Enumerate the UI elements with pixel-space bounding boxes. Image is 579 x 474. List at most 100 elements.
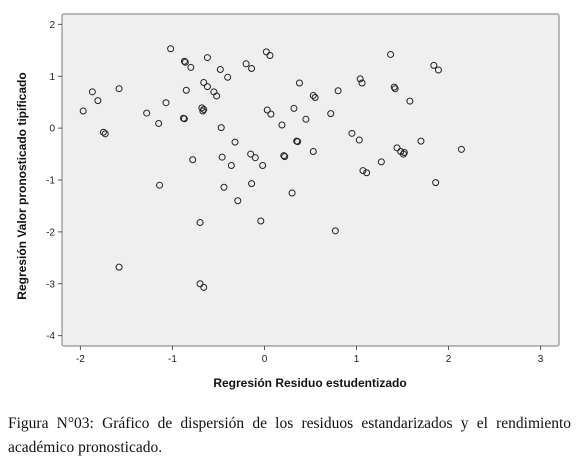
- data-point: [259, 161, 267, 169]
- data-point: [309, 147, 317, 155]
- data-point: [417, 137, 425, 145]
- data-point: [180, 57, 188, 65]
- x-tick-label: 1: [354, 354, 360, 365]
- data-point: [262, 48, 270, 56]
- data-point: [94, 97, 102, 105]
- data-point: [400, 149, 408, 157]
- y-tick-label: -3: [46, 279, 55, 290]
- x-tick-label: 3: [538, 354, 544, 365]
- data-point: [227, 161, 235, 169]
- data-point: [189, 156, 197, 164]
- data-point: [181, 58, 189, 66]
- data-point: [217, 124, 225, 132]
- data-point: [399, 150, 407, 158]
- data-point: [266, 52, 274, 59]
- data-point: [196, 219, 204, 227]
- data-point: [294, 138, 302, 146]
- data-point: [156, 181, 164, 189]
- data-point: [218, 153, 226, 161]
- data-point: [180, 115, 188, 123]
- y-tick-label: -4: [46, 331, 55, 342]
- data-point: [432, 179, 440, 187]
- data-point: [288, 189, 296, 197]
- data-point: [162, 99, 170, 107]
- data-point: [155, 119, 163, 127]
- data-point: [280, 152, 288, 160]
- data-point: [348, 129, 356, 137]
- data-point: [115, 85, 123, 93]
- data-point: [203, 54, 211, 62]
- data-point: [200, 283, 208, 291]
- data-point: [393, 144, 401, 152]
- data-point: [242, 60, 250, 68]
- scatter-chart: -4 -3 -2 -1 0 1 2 -2 -1 0 1 2 3 Regresión Residuo e…: [15, 13, 560, 390]
- data-point: [309, 91, 317, 99]
- data-point: [251, 154, 259, 162]
- data-point: [430, 61, 438, 69]
- data-point: [302, 115, 310, 123]
- data-point: [213, 92, 221, 100]
- data-point: [257, 217, 265, 225]
- data-point: [216, 66, 224, 74]
- y-tick-label: 0: [49, 124, 55, 135]
- data-point: [356, 75, 364, 83]
- data-point: [406, 97, 414, 105]
- data-point: [167, 45, 175, 53]
- data-point: [231, 138, 239, 146]
- data-point: [143, 109, 151, 117]
- x-axis-title: Regresión Residuo estudentizado: [213, 376, 406, 390]
- data-point: [88, 88, 96, 96]
- data-point: [203, 83, 211, 91]
- y-tick-label: 2: [49, 20, 55, 31]
- data-point: [363, 169, 371, 177]
- data-point: [196, 280, 204, 288]
- data-points: [79, 45, 465, 291]
- data-point: [311, 94, 319, 102]
- data-point: [182, 86, 190, 94]
- data-point: [99, 128, 107, 136]
- x-tick-label: 0: [262, 354, 268, 365]
- data-point: [295, 79, 303, 87]
- data-point: [224, 73, 232, 81]
- data-point: [358, 79, 366, 87]
- x-tick-label: -2: [76, 354, 85, 365]
- data-point: [101, 130, 109, 138]
- data-point: [359, 167, 367, 175]
- data-point: [247, 150, 255, 158]
- y-tick-label: -1: [46, 176, 55, 187]
- data-point: [331, 227, 339, 235]
- plot-area: [61, 13, 560, 347]
- data-point: [355, 136, 363, 144]
- data-point: [200, 78, 208, 86]
- data-point: [200, 105, 208, 113]
- data-point: [248, 180, 256, 188]
- data-point: [115, 263, 123, 271]
- data-point: [290, 104, 298, 112]
- data-point: [390, 83, 398, 91]
- data-point: [187, 63, 195, 71]
- data-point: [220, 183, 228, 191]
- data-point: [199, 107, 207, 115]
- data-point: [281, 153, 289, 161]
- data-point: [198, 104, 206, 112]
- figure-caption: Figura N°03: Gráfico de dispersión de lo…: [8, 415, 571, 456]
- data-point: [391, 85, 399, 93]
- data-point: [377, 158, 385, 166]
- y-axis: -4 -3 -2 -1 0 1 2: [46, 20, 62, 342]
- y-tick-label: 1: [49, 72, 55, 83]
- data-point: [334, 87, 342, 95]
- x-tick-label: -1: [168, 354, 177, 365]
- data-point: [434, 66, 442, 74]
- data-point: [263, 106, 271, 114]
- data-point: [278, 121, 286, 129]
- data-point: [327, 110, 335, 118]
- data-point: [79, 107, 87, 115]
- y-axis-title: Regresión Valor pronosticado tipificado: [15, 72, 29, 299]
- y-tick-label: -2: [46, 227, 55, 238]
- data-point: [267, 110, 275, 118]
- data-point: [387, 50, 395, 58]
- data-point: [234, 197, 242, 205]
- x-axis: -2 -1 0 1 2 3: [76, 346, 544, 365]
- data-point: [248, 64, 256, 72]
- data-point: [457, 145, 465, 153]
